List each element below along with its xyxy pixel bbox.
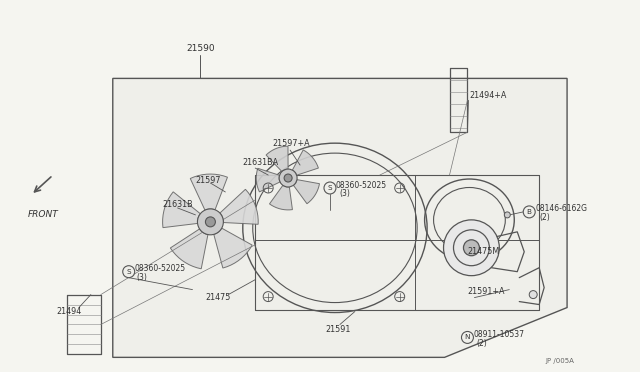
Polygon shape [113, 78, 567, 357]
Polygon shape [214, 228, 252, 268]
Polygon shape [293, 180, 319, 204]
Polygon shape [163, 192, 200, 228]
Text: (2): (2) [539, 214, 550, 222]
Text: (3): (3) [137, 273, 148, 282]
Circle shape [284, 174, 292, 182]
Text: 08911-10537: 08911-10537 [474, 330, 524, 339]
Text: JP /005A: JP /005A [545, 358, 574, 364]
Circle shape [324, 182, 336, 194]
Text: 08360-52025: 08360-52025 [336, 180, 387, 189]
Circle shape [504, 212, 510, 218]
Polygon shape [170, 229, 208, 269]
Text: 21597+A: 21597+A [272, 139, 310, 148]
Circle shape [444, 220, 499, 276]
Text: 21591: 21591 [325, 325, 350, 334]
Text: FRONT: FRONT [28, 211, 58, 219]
Text: 21597: 21597 [195, 176, 221, 185]
Text: 21494: 21494 [56, 307, 81, 316]
Circle shape [198, 209, 223, 235]
Text: 21631BA: 21631BA [243, 158, 278, 167]
Text: 21631B: 21631B [163, 201, 193, 209]
Polygon shape [190, 174, 227, 210]
Text: 21591+A: 21591+A [467, 287, 505, 296]
Circle shape [205, 217, 216, 227]
Polygon shape [292, 150, 319, 175]
Polygon shape [220, 189, 258, 224]
Circle shape [524, 206, 535, 218]
Text: 21494+A: 21494+A [469, 91, 507, 100]
Text: 08360-52025: 08360-52025 [134, 264, 186, 273]
Text: (2): (2) [476, 339, 487, 348]
Circle shape [279, 169, 297, 187]
Circle shape [529, 291, 537, 299]
Polygon shape [269, 185, 292, 210]
Polygon shape [266, 146, 288, 171]
Text: S: S [127, 269, 131, 275]
Circle shape [461, 331, 474, 343]
Text: N: N [465, 334, 470, 340]
Text: S: S [328, 185, 332, 191]
Text: 08146-6162G: 08146-6162G [535, 205, 587, 214]
Polygon shape [256, 168, 280, 192]
Circle shape [123, 266, 134, 278]
Circle shape [463, 240, 479, 256]
Text: B: B [527, 209, 532, 215]
Text: (3): (3) [339, 189, 350, 199]
Text: 21590: 21590 [186, 44, 215, 53]
Text: 21475: 21475 [205, 293, 231, 302]
Text: 21475M: 21475M [467, 247, 500, 256]
